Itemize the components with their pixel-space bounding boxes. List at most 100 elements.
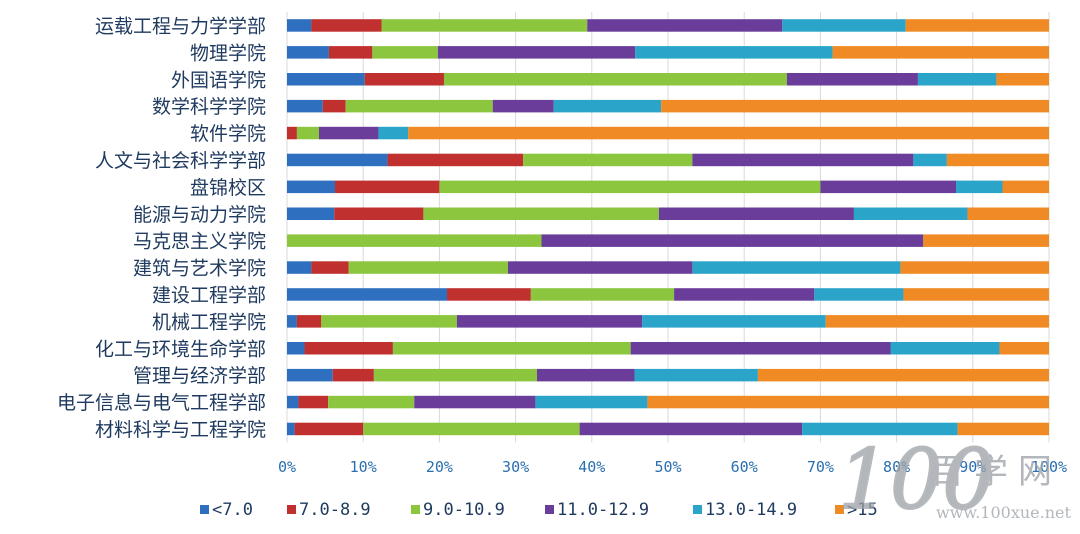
x-tick-label: 10% (350, 458, 377, 476)
legend-label: 9.0-10.9 (423, 500, 505, 520)
bar-segment (905, 19, 1049, 32)
category-label: 化工与环境生命学部 (95, 338, 266, 360)
bar-segment (900, 261, 1049, 274)
bar-segment (692, 261, 901, 274)
category-labels: 运载工程与力学学部物理学院外国语学院数学科学学院软件学院人文与社会科学学部盘锦校… (57, 15, 266, 441)
bar-segment (802, 422, 958, 436)
category-label: 管理与经济学部 (133, 365, 266, 387)
bar-segment (287, 234, 542, 247)
legend-swatch (545, 505, 554, 514)
category-label: 材料科学与工程学院 (95, 419, 266, 441)
bar-segment (661, 99, 1049, 113)
category-label: 数学科学学院 (152, 96, 266, 118)
bar-segment (287, 126, 297, 140)
category-label: 外国语学院 (171, 69, 266, 91)
bar-segment (296, 315, 322, 328)
legend-item: >15 (835, 500, 878, 520)
bar-segment (334, 207, 424, 220)
bar-segment (523, 153, 693, 167)
bar-segment (296, 126, 320, 140)
bar-segment (890, 342, 1000, 355)
bar-segment (832, 46, 1049, 59)
legend-label: <7.0 (212, 500, 253, 520)
bar-segment (1002, 180, 1049, 194)
x-tick-label: 30% (502, 458, 529, 476)
bar-segment (579, 422, 803, 436)
x-tick-label: 70% (807, 458, 834, 476)
legend-item: <7.0 (200, 500, 253, 520)
bar-segment (372, 46, 438, 59)
bar-segment (786, 73, 918, 86)
bar-segment (541, 234, 924, 247)
bar-segment (492, 99, 554, 113)
bar-segment (553, 99, 662, 113)
x-tick-label: 60% (731, 458, 758, 476)
category-label: 运载工程与力学学部 (95, 15, 266, 37)
category-label: 建筑与艺术学院 (133, 258, 266, 280)
bar-segment (782, 19, 906, 32)
bar-segment (287, 207, 335, 220)
x-tick-label: 100% (1031, 458, 1067, 476)
bar-segment (381, 19, 588, 32)
bar-segment (674, 288, 815, 301)
category-label: 机械工程学院 (152, 311, 266, 333)
bar-segment (373, 368, 537, 382)
legend-label: 11.0-12.9 (557, 500, 649, 520)
bar-segment (423, 207, 659, 220)
bar-segment (630, 342, 891, 355)
bar-segment (536, 368, 635, 382)
x-tick-label: 0% (278, 458, 296, 476)
watermark: 100 百学网 www.100xue.net (837, 432, 1071, 529)
bar-segment (348, 261, 508, 274)
bar-segment (345, 99, 493, 113)
legend-swatch (411, 505, 420, 514)
bar-segment (364, 73, 444, 86)
bar-segment (287, 153, 388, 167)
bar-segment (414, 395, 536, 409)
x-tick-label: 80% (883, 458, 910, 476)
legend-label: >15 (847, 500, 878, 520)
category-label: 物理学院 (190, 42, 266, 64)
category-label: 电子信息与电气工程学部 (57, 392, 266, 414)
bar-segment (311, 19, 382, 32)
bar-segment (913, 153, 947, 167)
x-tick-label: 20% (426, 458, 453, 476)
legend-swatch (693, 505, 702, 514)
bar-segment (456, 315, 643, 328)
bar-segment (917, 73, 997, 86)
bar-segment (287, 368, 333, 382)
legend-item: 7.0-8.9 (287, 500, 371, 520)
bar-segment (814, 288, 904, 301)
x-tick-label: 50% (654, 458, 681, 476)
watermark-url: www.100xue.net (936, 503, 1071, 522)
legend-label: 7.0-8.9 (299, 500, 371, 520)
bars (287, 19, 1050, 436)
legend-item: 11.0-12.9 (545, 500, 649, 520)
bar-segment (587, 19, 783, 32)
bar-segment (956, 180, 1003, 194)
category-label: 能源与动力学院 (133, 204, 266, 226)
bar-segment (996, 73, 1049, 86)
bar-segment (387, 153, 524, 167)
bar-segment (287, 342, 305, 355)
bar-segment (287, 395, 299, 409)
bar-segment (294, 422, 364, 436)
watermark-logo-text: 100 (838, 433, 995, 528)
bar-segment (692, 153, 914, 167)
bar-segment (408, 126, 1050, 140)
bar-segment (443, 73, 787, 86)
legend-swatch (835, 505, 844, 514)
bar-segment (642, 315, 826, 328)
bar-segment (287, 261, 312, 274)
bar-segment (439, 180, 821, 194)
bar-segment (322, 99, 346, 113)
bar-segment (304, 342, 393, 355)
bar-segment (287, 288, 448, 301)
watermark-logo: 100 (837, 432, 996, 529)
bar-segment (287, 180, 336, 194)
bar-segment (923, 234, 1049, 247)
bar-segment (287, 422, 295, 436)
bar-segment (530, 288, 675, 301)
bar-segment (335, 180, 440, 194)
